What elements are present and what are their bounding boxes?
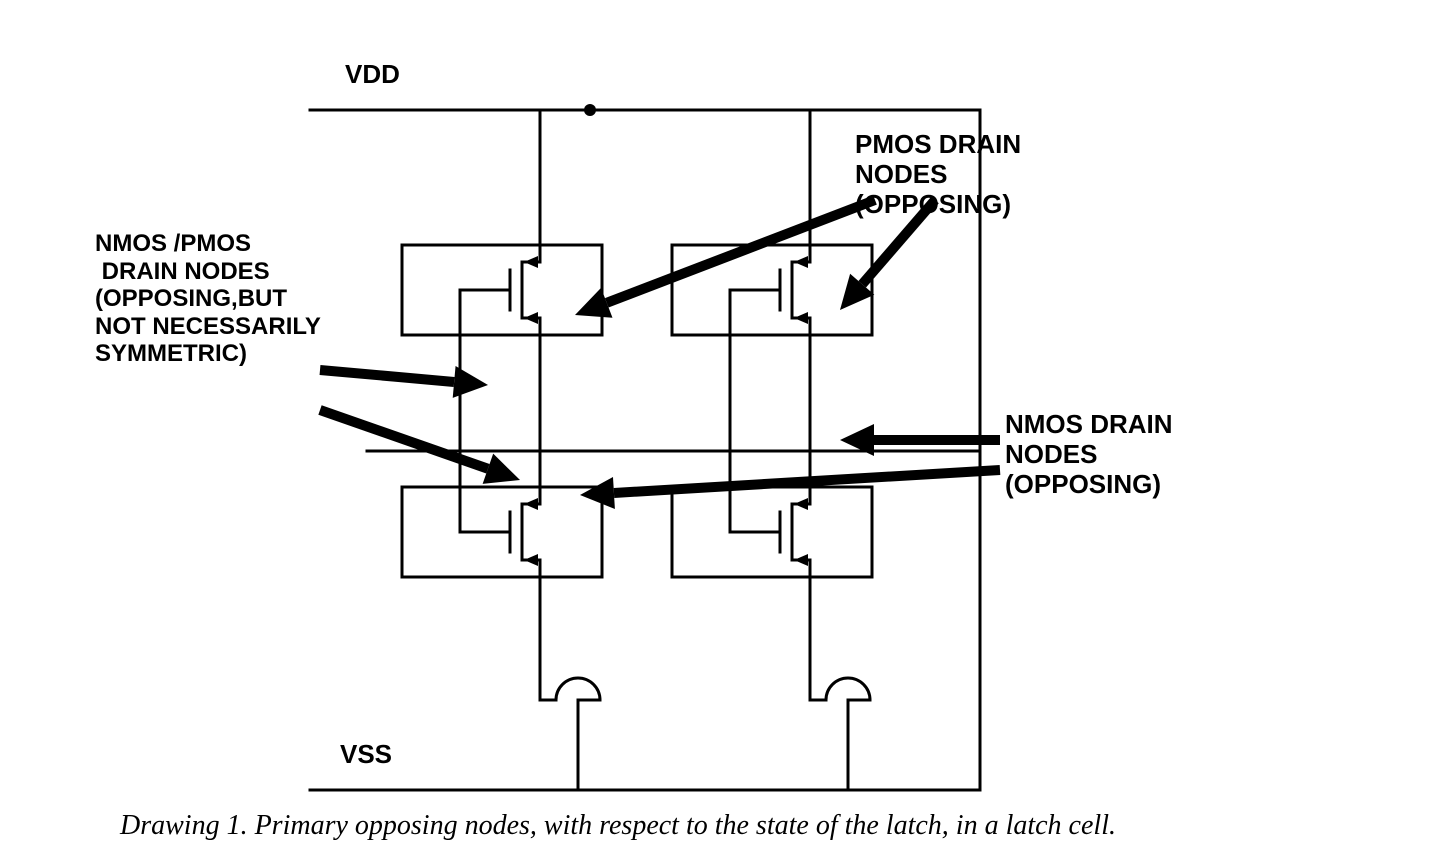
figure-caption: Drawing 1. Primary opposing nodes, with … (120, 810, 1116, 842)
vss-label: VSS (340, 740, 392, 770)
pmos-drain-left-arrow (575, 200, 875, 318)
vdd-label: VDD (345, 60, 400, 90)
nmos-drain-annotation-label: NMOS DRAIN NODES (OPPOSING) (1005, 410, 1173, 500)
nmos-drain-near-arrow (840, 424, 1000, 456)
nmos-drain-far-arrow (580, 470, 1000, 509)
left-arrow-top (320, 366, 488, 398)
left-arrow-bot (320, 410, 520, 484)
pmos-drain-annotation-label: PMOS DRAIN NODES (OPPOSING) (855, 130, 1021, 220)
left-annotation-label: NMOS /PMOS DRAIN NODES (OPPOSING,BUT NOT… (95, 230, 321, 368)
annotation-arrows (0, 0, 1453, 867)
diagram-stage: VDD VSS NMOS /PMOS DRAIN NODES (OPPOSING… (0, 0, 1453, 867)
